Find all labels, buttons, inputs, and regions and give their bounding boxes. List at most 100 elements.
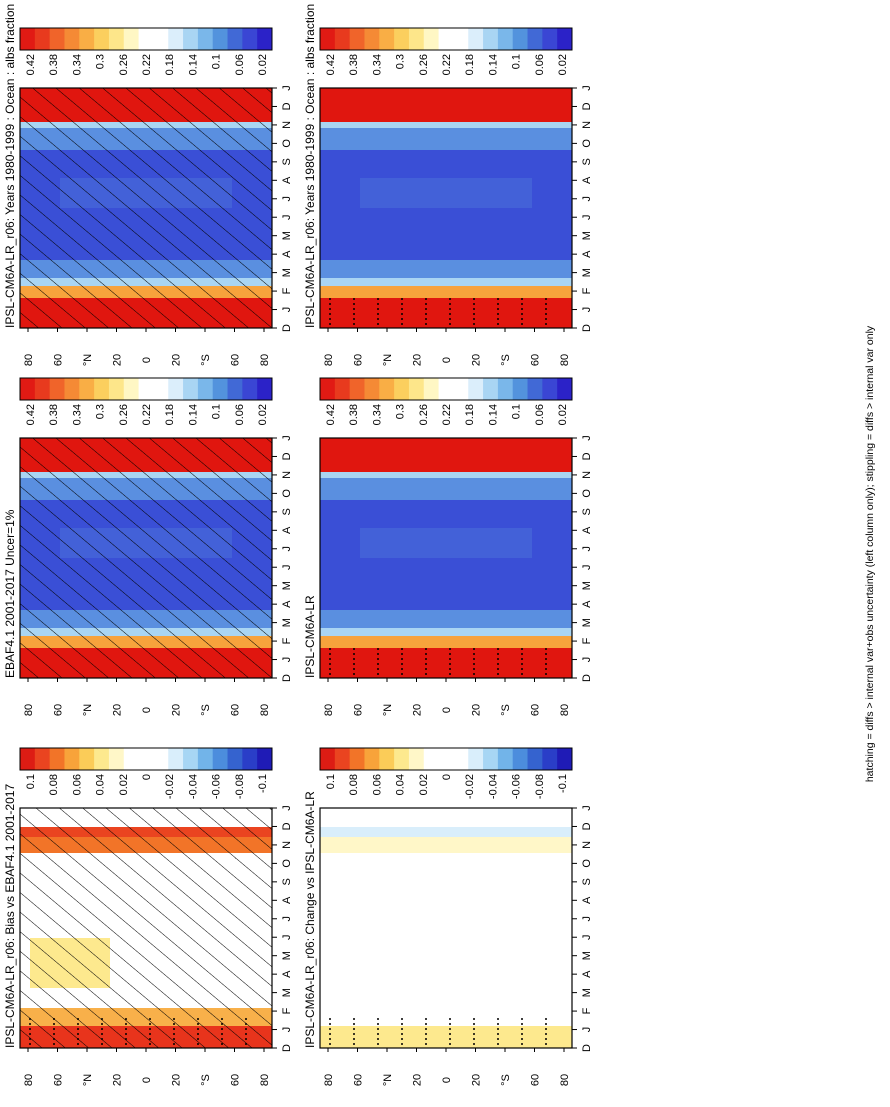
colorbar-swatch xyxy=(64,28,80,50)
colorbar-swatch xyxy=(153,748,169,770)
stipple-dot xyxy=(473,673,475,675)
colorbar-tick-label: 0.02 xyxy=(257,54,269,75)
colorbar-tick-label: 0.34 xyxy=(71,404,83,425)
stipple-dot xyxy=(545,1023,547,1025)
x-tick-label: J xyxy=(581,214,593,220)
stipple-dot xyxy=(245,1038,247,1040)
colorbar-swatch xyxy=(94,378,110,400)
panel-title: EBAF4.1 2001-2017 Uncer=1% xyxy=(3,509,17,678)
colorbar-swatch xyxy=(542,378,558,400)
stipple-dot xyxy=(197,1043,199,1045)
colorbar-tick-label: 0.06 xyxy=(534,404,546,425)
y-tick-label: 20 xyxy=(171,1074,183,1086)
x-tick-label: D xyxy=(281,324,293,332)
y-tick-label: 60 xyxy=(530,704,542,716)
colorbar-swatch xyxy=(257,378,273,400)
x-tick-label: D xyxy=(581,452,593,460)
stipple-dot xyxy=(329,318,331,320)
y-tick-label: 60 xyxy=(530,1074,542,1086)
x-tick-label: J xyxy=(281,1027,293,1033)
stipple-dot xyxy=(221,1038,223,1040)
stipple-dot xyxy=(425,303,427,305)
band-south-anom-edge xyxy=(320,827,572,837)
stipple-dot xyxy=(197,1028,199,1030)
stipple-dot xyxy=(473,303,475,305)
stipple-dot xyxy=(425,313,427,315)
colorbar-tick-label: 0.1 xyxy=(25,774,37,789)
colorbar-swatch xyxy=(423,28,440,50)
x-tick-label: J xyxy=(581,657,593,663)
colorbar-swatch xyxy=(557,748,573,770)
x-tick-label: D xyxy=(281,1044,293,1052)
stipple-dot xyxy=(353,1033,355,1035)
x-tick-label: J xyxy=(581,564,593,570)
colorbar-swatch xyxy=(468,748,484,770)
stipple-dot xyxy=(329,1043,331,1045)
colorbar-swatch xyxy=(542,28,558,50)
stipple-dot xyxy=(449,308,451,310)
colorbar-swatch xyxy=(438,378,454,400)
panel-title: IPSL-CM6A-LR_r06: Bias vs EBAF4.1 2001-2… xyxy=(3,784,17,1048)
stipple-dot xyxy=(149,1038,151,1040)
y-tick-label: 0 xyxy=(141,357,153,363)
stipple-dot xyxy=(521,658,523,660)
stipple-dot xyxy=(449,298,451,300)
panel-title: IPSL-CM6A-LR_r06: Years 1980-1999 : Ocea… xyxy=(303,4,317,328)
stipple-dot xyxy=(425,648,427,650)
panel-4: D J F M A M J J A S O N D J 80 60 °N 20 0 20 °S 60 80 IPSL-CM6A… xyxy=(303,377,593,716)
stipple-dot xyxy=(425,1038,427,1040)
stipple-dot xyxy=(329,663,331,665)
stipple-dot xyxy=(449,1028,451,1030)
stipple-dot xyxy=(353,303,355,305)
stipple-dot xyxy=(353,668,355,670)
x-tick-label: M xyxy=(281,618,293,627)
stipple-dot xyxy=(449,1033,451,1035)
stipple-dot xyxy=(473,313,475,315)
colorbar-swatch xyxy=(423,378,440,400)
y-tick-label: °S xyxy=(200,704,212,716)
y-tick-label: 20 xyxy=(112,354,124,366)
band-north-polar xyxy=(320,298,572,328)
colorbar-swatch xyxy=(497,748,514,770)
y-tick-label: 80 xyxy=(323,354,335,366)
stipple-dot xyxy=(497,1018,499,1020)
plot-area xyxy=(319,807,573,1049)
y-tick-label: 0 xyxy=(441,707,453,713)
colorbar-swatch xyxy=(20,28,36,50)
y-tick-label: °N xyxy=(382,1074,394,1086)
x-tick-label: M xyxy=(581,231,593,240)
stipple-dot xyxy=(377,313,379,315)
x-tick-label: N xyxy=(581,471,593,479)
y-tick-label: 80 xyxy=(259,1074,271,1086)
y-tick-label: 60 xyxy=(353,704,365,716)
stipple-dot xyxy=(329,298,331,300)
stipple-dot xyxy=(545,658,547,660)
band-south-anom xyxy=(320,837,572,853)
stipple-dot xyxy=(449,1023,451,1025)
x-tick-label: M xyxy=(581,988,593,997)
stipple-dot xyxy=(149,1023,151,1025)
colorbar-frame xyxy=(319,377,573,401)
hatching xyxy=(20,438,272,678)
x-tick-label: O xyxy=(581,489,593,498)
stipple-dot xyxy=(521,653,523,655)
stipple-dot xyxy=(377,308,379,310)
stipple-dot xyxy=(329,658,331,660)
x-tick-label: D xyxy=(281,452,293,460)
stipple-dot xyxy=(125,1043,127,1045)
stipple-dot xyxy=(545,298,547,300)
stipple-dot xyxy=(521,1018,523,1020)
stipple-dot xyxy=(497,303,499,305)
band-south-light xyxy=(320,472,572,478)
stipple-dot xyxy=(329,1033,331,1035)
stipple-dot xyxy=(221,1043,223,1045)
colorbar-swatch xyxy=(527,28,543,50)
x-tick-label: J xyxy=(581,196,593,202)
x-tick-label: A xyxy=(281,970,293,978)
stipple-dot xyxy=(401,1028,403,1030)
colorbar-swatch xyxy=(123,748,140,770)
stipple-dot xyxy=(125,1018,127,1020)
colorbar-tick-label: -0.08 xyxy=(234,774,246,799)
stipple-dot xyxy=(521,1043,523,1045)
stipple-dot xyxy=(497,1038,499,1040)
